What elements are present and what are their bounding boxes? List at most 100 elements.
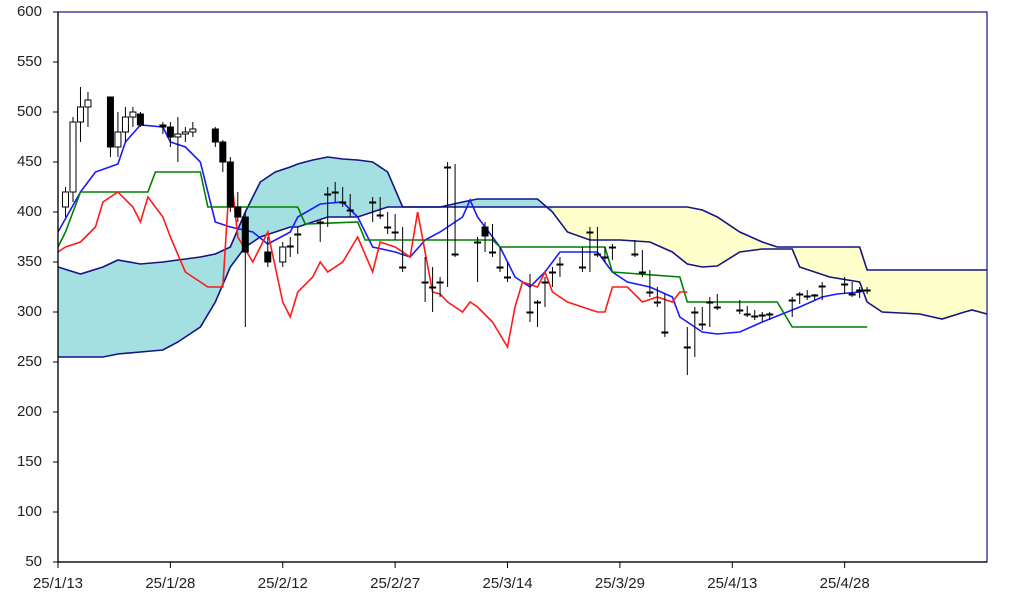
candle-body (399, 266, 407, 269)
candle-body (541, 281, 549, 284)
candle-body (294, 233, 302, 236)
indicator-line (57, 124, 868, 335)
cloud-segment (881, 269, 920, 315)
y-tick-label: 550 (17, 53, 42, 70)
cloud-segment (477, 198, 501, 208)
candle-body (803, 295, 811, 298)
candle-body (136, 113, 144, 126)
candle-body (474, 241, 482, 244)
x-tick-label: 25/3/29 (595, 575, 645, 592)
candle-body (451, 253, 459, 256)
cloud-segment (567, 206, 591, 241)
candle-body (496, 266, 504, 269)
y-tick-label: 500 (17, 103, 42, 120)
candle-body (653, 301, 661, 304)
candle-body (811, 294, 819, 297)
candle-body (346, 209, 354, 212)
y-tick-label: 450 (17, 153, 42, 170)
candle-body (391, 231, 399, 234)
y-tick-label: 250 (17, 353, 42, 370)
candle-body (683, 346, 691, 349)
candle-body (548, 271, 556, 274)
cloud-segment (589, 206, 621, 241)
candle-body (429, 286, 437, 289)
candle-body (841, 283, 849, 286)
cloud-segment (522, 198, 538, 208)
candle-body (631, 253, 639, 256)
candle-body (76, 106, 84, 123)
cloud-segment (971, 269, 988, 315)
indicator-line (57, 171, 868, 328)
candle-body (586, 231, 594, 234)
candle-body (436, 281, 444, 284)
y-tick-label: 400 (17, 203, 42, 220)
candle-body (121, 116, 129, 133)
span-a-line (57, 156, 988, 320)
candle-body (129, 111, 137, 118)
cloud-segment (702, 209, 718, 268)
candle-body (279, 246, 287, 263)
cloud-segment (619, 206, 651, 243)
candle-body (608, 246, 616, 249)
candle-body (593, 253, 601, 256)
candle-body (713, 306, 721, 309)
candle-body (848, 293, 856, 296)
candle-body (788, 299, 796, 302)
cloud-segment (312, 156, 329, 223)
candle-body (796, 293, 804, 296)
candle-body (444, 166, 452, 169)
candle-body (638, 271, 646, 274)
candle-body (489, 251, 497, 254)
candle-body (226, 161, 234, 208)
candle-body (174, 133, 182, 138)
candle-body (61, 191, 69, 208)
y-tick-label: 350 (17, 253, 42, 270)
cloud-segment (919, 269, 943, 320)
candle-body (766, 313, 774, 316)
x-tick-label: 25/2/12 (258, 575, 308, 592)
candle-body (661, 331, 669, 334)
candle-body (106, 96, 114, 148)
candle-body (856, 289, 864, 292)
candle-body (601, 256, 609, 259)
y-tick-label: 150 (17, 453, 42, 470)
cloud-segment (102, 259, 119, 358)
x-tick-label: 25/4/13 (707, 575, 757, 592)
candle-body (736, 309, 744, 312)
cloud-segment (80, 266, 104, 358)
y-tick-label: 50 (25, 553, 42, 570)
x-tick-label: 25/4/28 (820, 575, 870, 592)
candle-body (316, 221, 324, 224)
candle-body (286, 245, 294, 248)
candle-body (504, 276, 512, 279)
candle-body (526, 311, 534, 314)
candle-body (219, 141, 227, 163)
cloud-segment (499, 198, 523, 208)
candle-body (114, 131, 122, 148)
candle-body (211, 128, 219, 143)
candle-body (556, 263, 564, 266)
candle-layer (61, 87, 871, 375)
candle-body (863, 289, 871, 292)
y-tick-label: 300 (17, 303, 42, 320)
cloud-segment (672, 206, 688, 265)
candle-body (533, 301, 541, 304)
cloud-segment (687, 206, 703, 268)
candle-body (691, 311, 699, 314)
candle-body (84, 99, 92, 108)
x-tick-label: 25/1/13 (33, 575, 83, 592)
y-tick-label: 100 (17, 503, 42, 520)
candle-body (818, 285, 826, 288)
candle-body (481, 226, 489, 237)
cloud-segment (941, 269, 965, 320)
cloud-segment (57, 266, 81, 358)
x-tick-label: 25/2/27 (370, 575, 420, 592)
candle-body (743, 313, 751, 316)
y-tick-label: 200 (17, 403, 42, 420)
candle-body (234, 206, 242, 218)
cloud-segment (829, 246, 860, 283)
candle-body (706, 301, 714, 304)
cloud-segment (297, 159, 314, 228)
candle-body (241, 216, 249, 253)
